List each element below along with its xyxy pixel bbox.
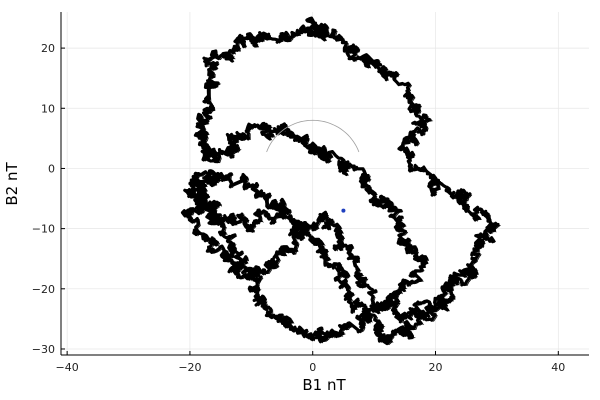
reference-arc (266, 119, 360, 153)
x-tick-label: −20 (178, 361, 201, 374)
y-tick-label: −30 (32, 343, 55, 356)
x-tick-label: −40 (56, 361, 79, 374)
y-tick-label: 20 (41, 42, 55, 55)
x-tick-label: 0 (309, 361, 316, 374)
y-tick-label: −10 (32, 223, 55, 236)
data-trace-overlay (183, 18, 502, 346)
x-tick-label: 40 (551, 361, 565, 374)
data-layer (180, 16, 502, 346)
axes: −40 −20 0 20 40 −30 −20 −10 0 10 20 (32, 12, 589, 374)
y-tick-label: 10 (41, 102, 55, 115)
data-trace (180, 16, 500, 346)
x-tick-label: 20 (429, 361, 443, 374)
y-axis-label: B2 nT (3, 162, 21, 206)
y-tick-label: 0 (48, 162, 55, 175)
grid (61, 12, 589, 355)
x-axis-label: B1 nT (302, 376, 346, 394)
y-tick-label: −20 (32, 283, 55, 296)
marker-point (341, 208, 346, 213)
